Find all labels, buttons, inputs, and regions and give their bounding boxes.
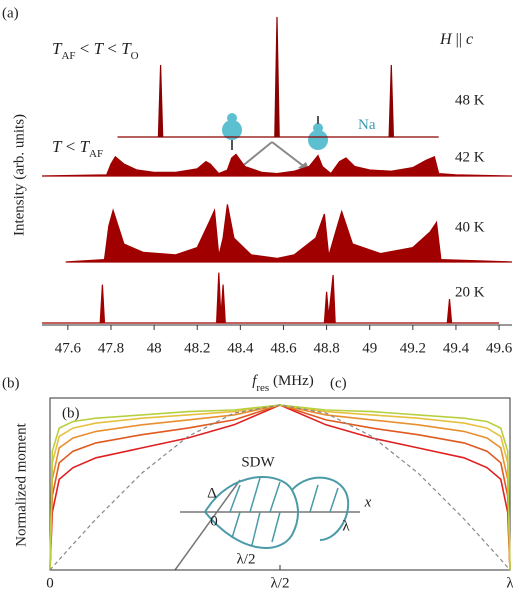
inset-title: SDW — [241, 454, 275, 470]
series-label: 20 K — [455, 284, 485, 300]
text-part: T — [121, 39, 132, 58]
moment-curve — [49, 404, 511, 571]
x-tick-label: 48.8 — [313, 340, 339, 356]
panel-label: (b) — [62, 405, 80, 421]
series-label: 42 K — [455, 149, 485, 165]
text-part: AF — [89, 148, 103, 160]
x-tick-label: λ — [506, 575, 513, 591]
inset-label: 0 — [210, 513, 218, 529]
annotation: Na — [358, 117, 376, 133]
inset-label: λ — [342, 518, 350, 534]
annotation: TAF < T < TO — [52, 39, 139, 62]
annotation: H || c — [439, 31, 473, 48]
x-tick-label: 49 — [362, 340, 377, 356]
text-part: res — [256, 382, 269, 394]
x-tick-label: 49.4 — [443, 340, 470, 356]
annotation: T < TAF — [52, 137, 103, 160]
x-axis-label: fres (MHz) — [252, 373, 314, 393]
y-axis-label: Normalized moment — [13, 422, 29, 547]
x-tick-label: 0 — [46, 575, 54, 591]
x-tick-label: 48 — [147, 340, 162, 356]
x-tick-label: 47.8 — [98, 340, 124, 356]
x-tick-label: 49.6 — [486, 340, 513, 356]
text-part: (MHz) — [269, 373, 314, 389]
series-label: 40 K — [455, 219, 485, 235]
text-part: T — [52, 39, 63, 58]
spectrum — [42, 272, 500, 324]
panel-label: (a) — [2, 5, 19, 21]
spectrum — [41, 153, 513, 177]
x-tick-label: λ/2 — [271, 575, 290, 591]
text-part: < — [61, 137, 79, 156]
text-part: < — [76, 39, 94, 58]
text-part: T — [80, 137, 91, 156]
text-part: Na — [358, 117, 376, 133]
inset-label: x — [364, 494, 372, 510]
inset-label: Δ — [207, 485, 217, 501]
text-part: f — [252, 373, 258, 389]
panel-label: (b) — [2, 375, 20, 391]
x-tick-label: 48.6 — [270, 340, 297, 356]
text-part: AF — [61, 50, 75, 62]
text-part: T — [94, 39, 105, 58]
text-part: < — [103, 39, 121, 58]
panel-label: (c) — [330, 375, 347, 391]
spectrum — [65, 204, 513, 263]
series-label: 48 K — [455, 92, 485, 108]
text-part: c — [466, 31, 473, 48]
na-ions — [222, 113, 328, 172]
text-part: H — [439, 31, 453, 48]
inset-label: λ/2 — [237, 551, 256, 567]
text-part: O — [131, 50, 139, 62]
x-tick-label: 48.4 — [227, 340, 254, 356]
text-part: || — [452, 31, 466, 48]
spectrum — [117, 16, 439, 138]
x-tick-label: 47.6 — [55, 340, 82, 356]
text-part: T — [52, 137, 63, 156]
y-axis-label: Intensity (arb. units) — [11, 114, 27, 236]
sdw-inset — [174, 476, 360, 571]
x-tick-label: 49.2 — [400, 340, 426, 356]
x-tick-label: 48.2 — [184, 340, 210, 356]
